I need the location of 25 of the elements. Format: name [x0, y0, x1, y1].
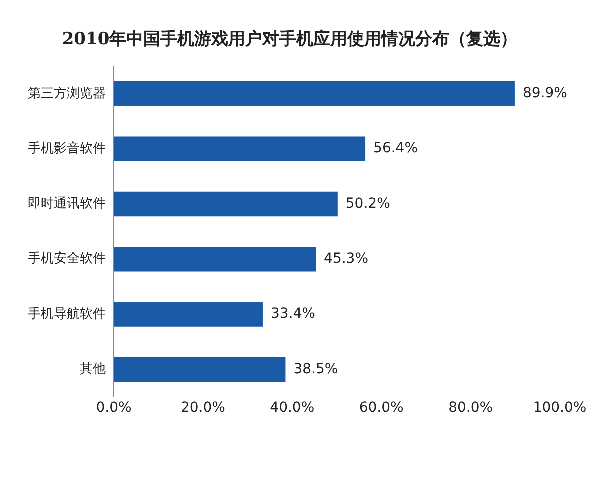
data-label: 45.3%: [324, 251, 369, 268]
y-tick-label: 手机导航软件: [28, 306, 106, 322]
bar: [114, 192, 338, 217]
y-tick-label: 其他: [80, 362, 106, 378]
y-tick-label: 手机影音软件: [28, 141, 106, 156]
bar: [114, 357, 286, 382]
x-tick-label: 80.0%: [448, 400, 494, 416]
data-label: 89.9%: [522, 86, 568, 102]
data-label: 56.4%: [374, 140, 418, 157]
bar: [114, 246, 316, 272]
data-label: 38.5%: [294, 361, 338, 378]
y-tick-label: 第三方浏览器: [28, 85, 106, 102]
bar: [114, 302, 263, 327]
chart-title: 2010年中国手机游戏用户对手机应用使用情况分布（复选）: [62, 30, 518, 50]
bar: [114, 82, 515, 106]
x-tick-label: 0.0%: [96, 400, 132, 416]
y-tick-label: 手机安全软件: [28, 250, 106, 267]
x-tick-label: 100.0%: [533, 400, 587, 416]
x-tick-label: 60.0%: [359, 400, 404, 416]
bar: [114, 136, 366, 162]
x-tick-label: 20.0%: [180, 400, 226, 416]
data-label: 50.2%: [346, 196, 390, 212]
y-tick-label: 即时通讯软件: [28, 196, 106, 212]
x-tick-label: 40.0%: [270, 400, 315, 416]
data-label: 33.4%: [270, 306, 316, 322]
